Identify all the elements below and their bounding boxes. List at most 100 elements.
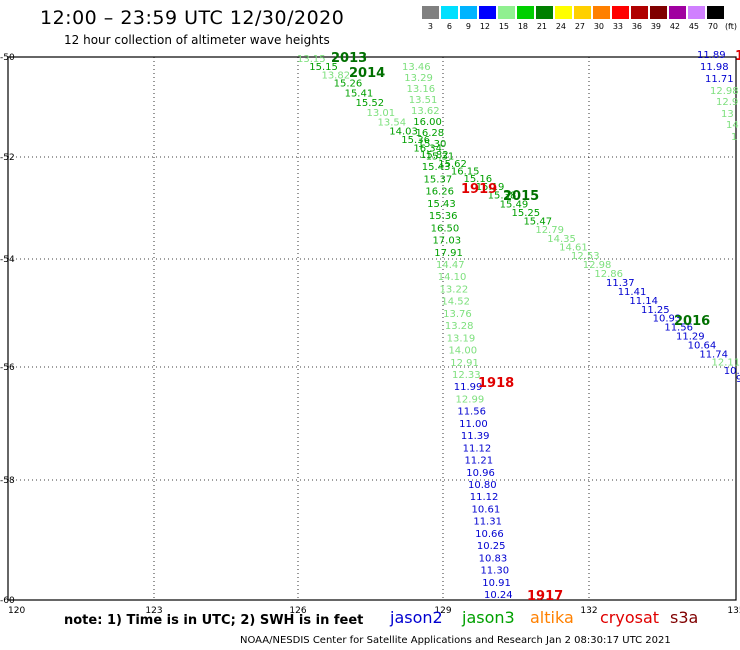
wave-height-value: 11.56 xyxy=(457,407,486,418)
wave-height-value: 12.79 xyxy=(535,225,564,236)
legend-swatch-42 xyxy=(669,6,686,19)
legend-label-33: 33 xyxy=(612,22,623,31)
legend-swatch-24 xyxy=(555,6,572,19)
legend-label-6: 6 xyxy=(446,22,452,31)
wave-height-value: 17.03 xyxy=(432,236,461,247)
wave-height-value: 14.10 xyxy=(438,272,467,283)
track-label-1919: 1919 xyxy=(461,182,497,197)
wave-height-value: 13.22 xyxy=(440,284,469,295)
lon-label: 123 xyxy=(145,606,162,616)
wave-height-value: 13.15 xyxy=(297,54,326,65)
wave-height-value: 13.51 xyxy=(409,95,438,106)
wave-height-value: 14.03 xyxy=(389,126,418,137)
track-label-2016: 2016 xyxy=(674,314,710,329)
wave-height-value: 15.62 xyxy=(438,159,467,170)
wave-height-value: 13.46 xyxy=(402,62,431,73)
wave-height-value: 15.82 xyxy=(420,150,449,161)
legend-swatch-33 xyxy=(612,6,629,19)
lon-label: 126 xyxy=(289,606,306,616)
legend-swatch-36 xyxy=(631,6,648,19)
map-frame xyxy=(7,56,737,601)
wave-height-value: 16.34 xyxy=(413,143,442,154)
wave-height-value: 11.12 xyxy=(463,443,492,454)
wave-height-value: 13.19 xyxy=(447,333,476,344)
wave-height-value: 13 xyxy=(721,109,734,120)
wave-height-value: 12.33 xyxy=(452,370,481,381)
lat-label: -54 xyxy=(0,255,15,265)
legend-swatch-27 xyxy=(574,6,591,19)
lat-label: -56 xyxy=(0,363,15,373)
wave-height-value: 15.16 xyxy=(463,174,492,185)
wave-height-value: 12.11 xyxy=(712,358,740,369)
wave-height-value: 13.62 xyxy=(411,106,440,117)
legend-swatch-9 xyxy=(460,6,477,19)
wave-height-value: 15.15 xyxy=(309,62,338,73)
wave-height-value: 15.38 xyxy=(488,191,517,202)
legend-swatch-21 xyxy=(536,6,553,19)
track-label-2013: 2013 xyxy=(331,51,367,66)
wave-height-value: 10.04 xyxy=(724,366,740,377)
wave-height-value: 15.49 xyxy=(500,199,529,210)
wave-height-value: 11.98 xyxy=(700,62,729,73)
legend-label-3: 3 xyxy=(427,22,433,31)
legend-swatch-12 xyxy=(479,6,496,19)
wave-height-value: 17.91 xyxy=(434,248,463,259)
wave-height-value: 14.52 xyxy=(441,297,470,308)
wave-height-value: 16.50 xyxy=(431,223,460,234)
wave-height-value: 14.47 xyxy=(436,260,465,271)
wave-height-value: 10.25 xyxy=(477,541,506,552)
wave-height-value: 11.29 xyxy=(676,332,705,343)
legend-label-27: 27 xyxy=(574,22,585,31)
track-label-1: 1 xyxy=(735,49,740,64)
wave-height-value: 13.82 xyxy=(321,70,350,81)
wave-height-value: 11.12 xyxy=(470,492,499,503)
wave-height-value: 12.98 xyxy=(583,260,612,271)
wave-height-value: 14 xyxy=(726,120,739,131)
track-label-1917: 1917 xyxy=(527,589,563,604)
wave-height-value: 11.14 xyxy=(629,296,658,307)
lat-label: -60 xyxy=(0,596,15,606)
satellite-jason3: jason3 xyxy=(462,608,515,627)
wave-height-value: 11.74 xyxy=(699,349,728,360)
wave-height-value: 14.00 xyxy=(448,346,477,357)
legend-label-15: 15 xyxy=(498,22,509,31)
legend-label-36: 36 xyxy=(631,22,642,31)
wave-height-value: 11.00 xyxy=(459,419,488,430)
wave-height-value: 13.76 xyxy=(443,309,472,320)
wave-height-value: 11.30 xyxy=(480,566,509,577)
wave-height-value: 10.91 xyxy=(482,578,511,589)
legend-label-12: 12 xyxy=(479,22,490,31)
legend-swatch-70 xyxy=(707,6,724,19)
satellite-cryosat: cryosat xyxy=(600,608,660,627)
wave-height-value: 15.36 xyxy=(429,211,458,222)
track-label-2014: 2014 xyxy=(349,66,385,81)
map-title: 12:00 – 23:59 UTC 12/30/2020 xyxy=(40,7,345,29)
wave-height-value: 11.99 xyxy=(454,382,483,393)
legend-label-24: 24 xyxy=(555,22,566,31)
wave-height-value: 10.61 xyxy=(472,504,501,515)
wave-height-value: 14.61 xyxy=(559,242,588,253)
satellite-jason2: jason2 xyxy=(390,608,443,627)
wave-height-value: 15.26 xyxy=(334,79,363,90)
wave-height-value: 16.26 xyxy=(425,187,454,198)
wave-height-value: 11.56 xyxy=(664,323,693,334)
wave-height-value: 12.86 xyxy=(594,269,623,280)
wave-height-value: 12.98 xyxy=(710,86,739,97)
wave-height-value: 15.43 xyxy=(422,162,451,173)
credit-line: NOAA/NESDIS Center for Satellite Applica… xyxy=(240,635,671,646)
wave-height-value: 11.21 xyxy=(464,456,493,467)
wave-height-value: 15.36 xyxy=(401,135,430,146)
legend-label-39: 39 xyxy=(650,22,661,31)
wave-height-value: 15.31 xyxy=(426,151,455,162)
wave-height-value: 16.28 xyxy=(416,128,445,139)
wave-height-value: 12.91 xyxy=(450,358,479,369)
wave-height-value: 12.9 xyxy=(716,97,738,108)
wave-height-value: 15.25 xyxy=(512,208,541,219)
wave-height-value: 11.71 xyxy=(705,74,734,85)
lon-label: 129 xyxy=(434,606,451,616)
wave-height-value: 15.19 xyxy=(476,182,505,193)
legend-label-21: 21 xyxy=(536,22,547,31)
wave-height-value: 10.24 xyxy=(484,590,513,601)
wave-height-value: 11.25 xyxy=(641,305,670,316)
